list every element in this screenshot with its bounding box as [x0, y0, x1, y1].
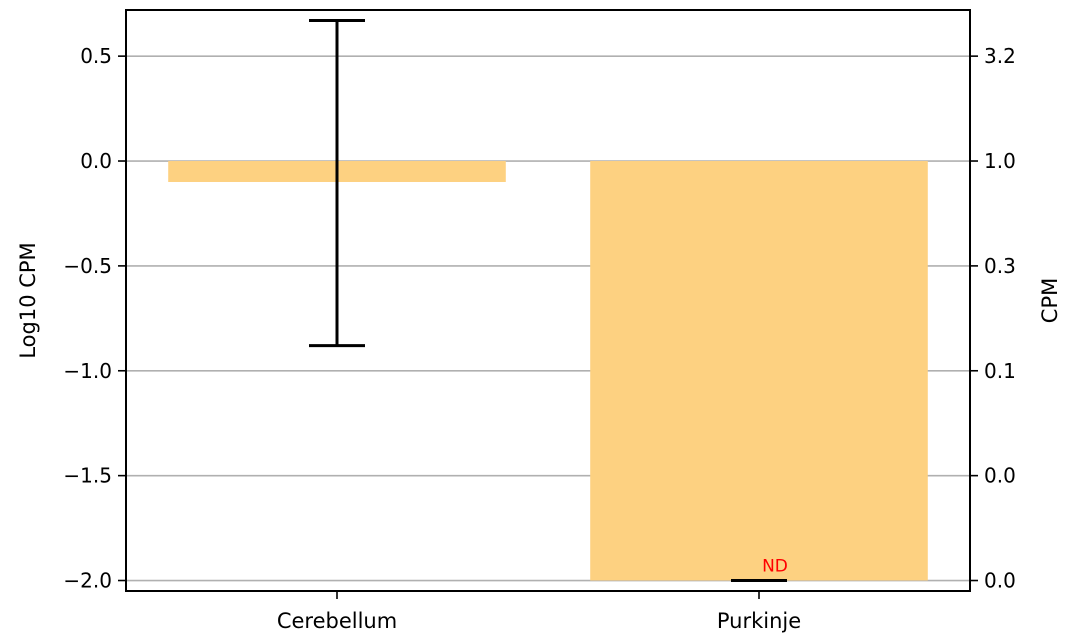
y-tick-label: −0.5 — [63, 254, 112, 278]
y-tick-label: 0.0 — [80, 149, 112, 173]
x-axis: Cerebellum Purkinje — [277, 591, 801, 633]
plot-frame — [125, 9, 971, 592]
y-tick-label-right: 1.0 — [984, 149, 1016, 173]
x-tick-label: Cerebellum — [277, 609, 397, 633]
error-bars — [309, 18, 787, 583]
y-tick-label-right: 0.1 — [984, 359, 1016, 383]
y-tick-label-right: 0.0 — [984, 464, 1016, 488]
x-tick-label: Purkinje — [717, 609, 801, 633]
nd-annotation: ND — [762, 557, 788, 577]
bars — [168, 161, 928, 581]
y-tick-label: 0.5 — [80, 44, 112, 68]
y-axis-right: 3.2 1.0 0.3 0.1 0.0 0.0 — [970, 44, 1016, 593]
y-tick-label-right: 3.2 — [984, 44, 1016, 68]
bar — [590, 161, 928, 581]
y-tick-label: −1.5 — [63, 464, 112, 488]
y-axis-label-right: CPM — [1038, 278, 1062, 323]
y-tick-label: −2.0 — [63, 569, 112, 593]
y-tick-label: −1.0 — [63, 359, 112, 383]
y-tick-label-right: 0.0 — [984, 569, 1016, 593]
annotations: ND — [762, 557, 788, 577]
y-tick-label-right: 0.3 — [984, 254, 1016, 278]
y-axis-label: Log10 CPM — [16, 242, 40, 358]
y-axis-left: 0.5 0.0 −0.5 −1.0 −1.5 −2.0 — [63, 44, 126, 593]
